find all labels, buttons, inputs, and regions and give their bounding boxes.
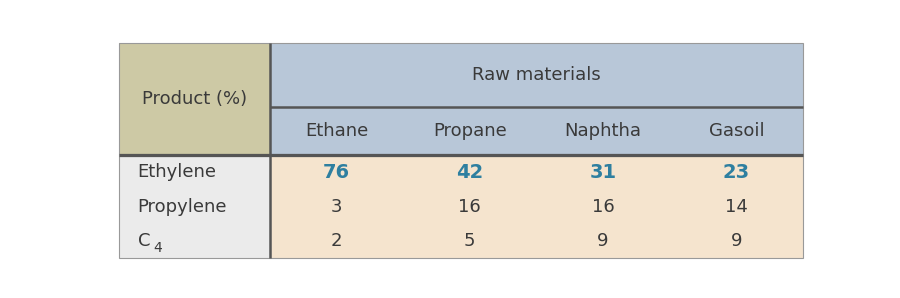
Text: 9: 9 [598,232,608,250]
Text: 3: 3 [331,198,342,215]
Bar [670,224,803,258]
Bar [536,224,670,258]
Text: 9: 9 [731,232,742,250]
Bar [270,189,403,224]
Bar [120,155,270,189]
Text: 4: 4 [153,240,162,254]
Bar [670,189,803,224]
Text: 31: 31 [590,163,616,181]
Bar [270,155,403,189]
Text: 2: 2 [331,232,342,250]
Text: Product (%): Product (%) [142,90,248,108]
Text: Propane: Propane [433,122,507,140]
Text: Ethylene: Ethylene [138,163,217,181]
Bar [536,107,670,155]
Bar [120,43,270,155]
Text: 23: 23 [723,163,750,181]
Text: C: C [138,232,150,250]
Text: Gasoil: Gasoil [708,122,764,140]
Bar [403,107,536,155]
Bar [403,155,536,189]
Bar [536,189,670,224]
Text: 16: 16 [458,198,482,215]
Bar [120,224,270,258]
Text: 16: 16 [591,198,615,215]
Text: 14: 14 [724,198,748,215]
Bar [536,155,670,189]
Bar [403,189,536,224]
Text: 5: 5 [464,232,475,250]
Bar [670,107,803,155]
Bar [270,107,403,155]
Text: Naphtha: Naphtha [564,122,642,140]
Text: Raw materials: Raw materials [472,66,601,84]
Bar [670,155,803,189]
Bar [270,224,403,258]
Bar [270,43,803,107]
Bar [403,224,536,258]
Text: 42: 42 [456,163,483,181]
Text: 76: 76 [323,163,350,181]
Text: Ethane: Ethane [305,122,368,140]
Bar [120,189,270,224]
Text: Propylene: Propylene [138,198,227,215]
